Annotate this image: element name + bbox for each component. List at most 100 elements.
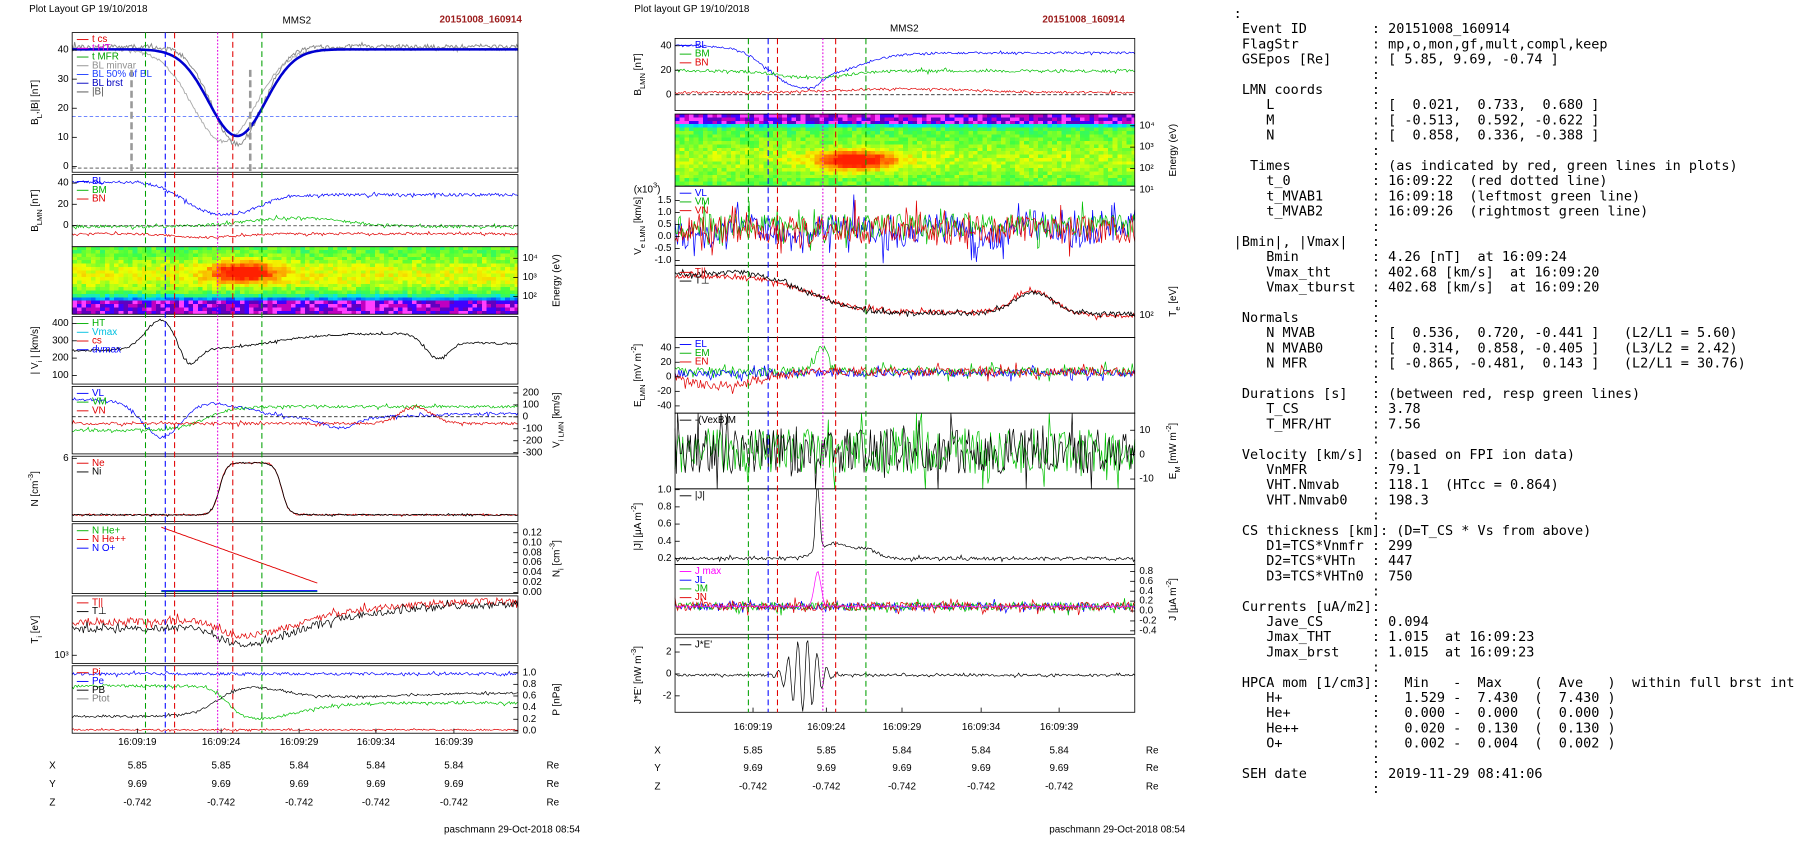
spectrogram-cell <box>118 256 124 261</box>
spectrogram-cell <box>304 283 310 288</box>
spectrogram-cell <box>328 293 333 298</box>
spectrogram-cell <box>1075 134 1081 138</box>
spectrogram-cell <box>202 304 208 308</box>
spectrogram-cell <box>977 161 983 165</box>
spectrogram-cell <box>398 287 403 291</box>
spectrogram-cell <box>884 181 890 185</box>
spectrogram-cell <box>495 297 501 301</box>
spectrogram-cell <box>861 120 866 125</box>
spectrogram-cell <box>847 124 852 128</box>
spectrogram-cell <box>370 260 375 264</box>
spectrogram-cell <box>898 117 904 121</box>
spectrogram-cell <box>346 263 352 267</box>
spectrogram-cell <box>346 290 352 294</box>
spectrogram-cell <box>744 164 750 169</box>
spectrogram-cell <box>912 164 918 169</box>
spectrogram-cell <box>1038 161 1043 165</box>
spectrogram-cell <box>726 144 731 148</box>
spectrogram-cell <box>824 137 829 142</box>
spectrogram-cell <box>430 297 436 301</box>
spectrogram-cell <box>281 253 287 257</box>
spectrogram-cell <box>155 297 161 301</box>
spectrogram-cell <box>449 270 454 274</box>
coord-value: 5.85 <box>212 760 232 771</box>
legend-label: BM <box>92 185 107 196</box>
spectrogram-cell <box>230 290 236 294</box>
spectrogram-cell <box>963 117 969 121</box>
spectrogram-cell <box>258 304 264 308</box>
spectrogram-cell <box>137 307 143 311</box>
coord-value: 5.84 <box>892 745 912 756</box>
spectrogram-cell <box>996 130 1001 135</box>
spectrogram-cell <box>810 130 815 135</box>
spectrogram-cell <box>791 164 797 169</box>
spectrogram-cell <box>1061 127 1067 131</box>
spectrogram-cell <box>982 120 987 125</box>
spectrogram-cell <box>1112 127 1118 131</box>
spectrogram-cell <box>1047 184 1053 187</box>
spectrogram-cell <box>467 263 473 267</box>
spectrogram-cell <box>332 280 338 284</box>
spectrogram-cell <box>1000 164 1006 169</box>
spectrogram-cell <box>435 273 440 278</box>
y-axis-label: Ni [cm-3] <box>547 540 565 577</box>
spectrogram-cell <box>100 304 105 308</box>
spectrogram-cell <box>239 270 245 274</box>
spectrogram-cell <box>323 273 329 278</box>
spectrogram-cell <box>972 147 978 152</box>
spectrogram-cell <box>675 127 680 131</box>
spectrogram-cell <box>491 250 496 254</box>
spectrogram-cell <box>384 246 389 251</box>
spectrogram-cell <box>851 168 857 172</box>
spectrogram-cell <box>407 297 413 301</box>
spectrogram-cell <box>435 256 440 261</box>
spectrogram-cell <box>926 147 932 152</box>
spectrogram-cell <box>1014 178 1020 182</box>
spectrogram-cell <box>221 277 226 281</box>
spectrogram-cell <box>856 130 862 135</box>
spectrogram-cell <box>300 290 305 294</box>
spectrogram-cell <box>679 171 685 175</box>
spectrogram-cell <box>109 300 115 305</box>
spectrogram-cell <box>744 174 750 179</box>
spectrogram-cell <box>449 300 454 305</box>
spectrogram-cell <box>230 263 236 267</box>
spectrogram-cell <box>777 164 783 169</box>
spectrogram-cell <box>763 184 769 187</box>
spectrogram-cell <box>917 137 922 142</box>
spectrogram-cell <box>472 287 478 291</box>
spectrogram-cell <box>323 250 329 254</box>
spectrogram-cell <box>235 283 240 288</box>
spectrogram-cell <box>893 144 899 148</box>
spectrogram-cell <box>968 157 973 162</box>
listing-line: GSEpos [Re] : [ 5.85, 9.69, -0.74 ] <box>1234 52 1559 68</box>
spectrogram-cell <box>225 260 231 264</box>
spectrogram-cell <box>328 310 333 315</box>
spectrogram-cell <box>267 253 273 257</box>
spectrogram-cell <box>495 307 501 311</box>
spectrogram-cell <box>425 293 431 298</box>
spectrogram-cell <box>977 114 983 118</box>
spectrogram-cell <box>786 168 792 172</box>
spectrogram-cell <box>453 266 459 271</box>
spectrogram-cell <box>104 270 110 274</box>
spectrogram-cell <box>963 178 969 182</box>
spectrogram-cell <box>1117 154 1122 158</box>
y-tick-label: 40 <box>58 178 69 189</box>
spectrogram-cell <box>197 307 203 311</box>
spectrogram-cell <box>337 290 343 294</box>
spectrogram-cell <box>689 134 694 138</box>
label-text: N <box>551 570 562 577</box>
spectrogram-cell <box>128 246 133 251</box>
spectrogram-cell <box>861 171 866 175</box>
spectrogram-cell <box>786 171 792 175</box>
spectrogram-cell <box>912 184 918 187</box>
spectrogram-cell <box>926 151 932 155</box>
panel-frame <box>71 32 519 173</box>
spectrogram-cell <box>370 287 375 291</box>
spectrogram-cell <box>726 137 731 142</box>
spectrogram-cell <box>931 114 936 118</box>
spectrogram-cell <box>1014 124 1020 128</box>
spectrogram-cell <box>244 253 250 257</box>
spectrogram-cell <box>1103 184 1109 187</box>
